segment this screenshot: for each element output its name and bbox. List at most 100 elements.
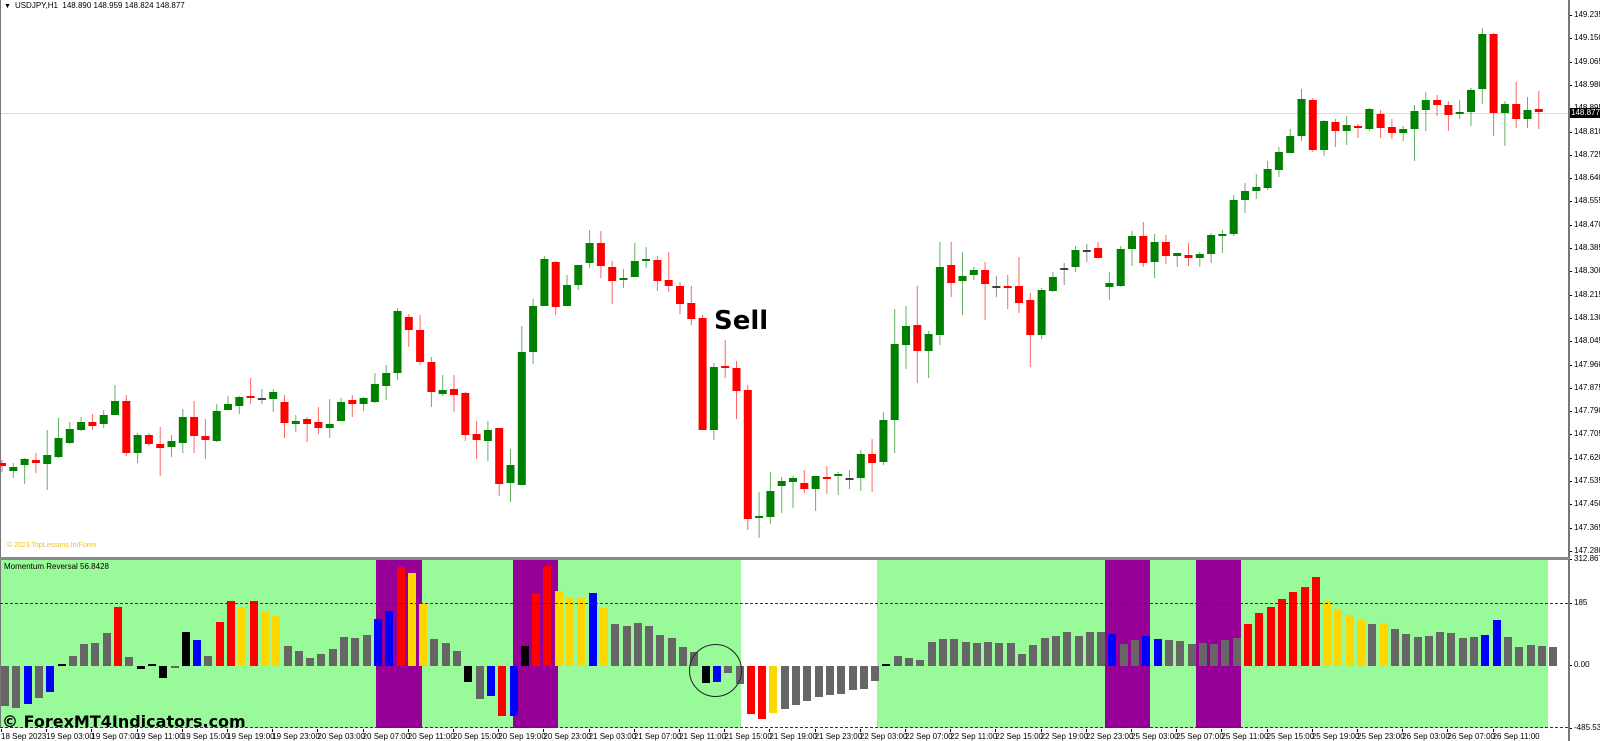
histogram-bar bbox=[441, 643, 450, 666]
candle bbox=[77, 417, 86, 431]
histogram-bar bbox=[181, 632, 190, 666]
histogram-bar bbox=[114, 607, 122, 666]
histogram-bar bbox=[509, 666, 518, 716]
histogram-bar bbox=[611, 624, 620, 666]
time-tick: 19 Sep 23:00 bbox=[272, 729, 320, 741]
histogram-bar bbox=[859, 666, 868, 689]
histogram-bar bbox=[362, 635, 371, 666]
histogram-bar bbox=[1198, 643, 1207, 666]
histogram-bar bbox=[170, 666, 179, 668]
histogram-bar bbox=[1470, 637, 1478, 666]
time-tick: 19 Sep 03:00 bbox=[46, 729, 94, 741]
candle bbox=[1433, 95, 1442, 116]
price-tick: 147.365 bbox=[1569, 523, 1600, 532]
histogram-bar bbox=[566, 598, 574, 666]
candle bbox=[721, 340, 730, 378]
histogram-bar bbox=[430, 639, 439, 666]
candle bbox=[1523, 97, 1532, 128]
time-tick: 20 Sep 19:00 bbox=[498, 729, 546, 741]
price-tick: 149.150 bbox=[1569, 33, 1600, 42]
candle bbox=[879, 412, 888, 465]
histogram-bar bbox=[306, 658, 315, 666]
histogram-bar bbox=[1210, 644, 1219, 666]
candle bbox=[924, 331, 933, 378]
pane-separator[interactable] bbox=[0, 557, 1570, 560]
price-tick: 147.535 bbox=[1569, 476, 1600, 485]
copyright-text: © ForexMT4Indicators.com bbox=[2, 712, 246, 731]
candle bbox=[1173, 253, 1182, 267]
candle bbox=[743, 385, 752, 530]
histogram-bar bbox=[238, 607, 247, 666]
histogram-bar bbox=[1334, 609, 1343, 666]
histogram-bar bbox=[1515, 647, 1524, 666]
price-chart-pane[interactable] bbox=[0, 0, 1568, 559]
histogram-bar bbox=[758, 666, 767, 719]
histogram-bar bbox=[1345, 615, 1354, 666]
histogram-bar bbox=[498, 666, 507, 716]
candle bbox=[981, 262, 990, 320]
time-tick: 22 Sep 11:00 bbox=[950, 729, 998, 741]
candle bbox=[461, 392, 470, 441]
candle bbox=[834, 472, 843, 495]
time-tick: 25 Sep 23:00 bbox=[1357, 729, 1405, 741]
candle bbox=[551, 261, 560, 315]
histogram-bar bbox=[1323, 601, 1332, 666]
candle bbox=[88, 414, 97, 430]
histogram-bar bbox=[882, 664, 891, 666]
candle bbox=[43, 430, 52, 490]
candle bbox=[766, 472, 775, 524]
histogram-bar bbox=[1481, 635, 1490, 666]
time-tick: 20 Sep 03:00 bbox=[317, 729, 365, 741]
time-tick: 25 Sep 03:00 bbox=[1131, 729, 1179, 741]
candle bbox=[890, 309, 899, 453]
price-axis[interactable] bbox=[1568, 0, 1600, 741]
time-tick: 21 Sep 07:00 bbox=[633, 729, 682, 741]
candle bbox=[529, 299, 538, 364]
candle bbox=[1082, 244, 1091, 262]
price-tick: 148.300 bbox=[1569, 266, 1600, 275]
candle bbox=[1512, 82, 1521, 128]
histogram-bar bbox=[780, 666, 789, 709]
histogram-bar bbox=[905, 658, 913, 666]
time-tick: 21 Sep 03:00 bbox=[588, 729, 637, 741]
candle bbox=[1342, 116, 1351, 145]
candle bbox=[1229, 195, 1238, 236]
histogram-bar bbox=[599, 608, 608, 666]
histogram-bar bbox=[68, 656, 77, 666]
histogram-bar bbox=[1187, 644, 1196, 666]
candle bbox=[755, 492, 764, 538]
candle bbox=[495, 428, 504, 496]
histogram-bar bbox=[57, 664, 66, 666]
candle bbox=[1286, 129, 1295, 153]
candle bbox=[1184, 243, 1193, 266]
candle bbox=[856, 450, 865, 491]
price-tick: 148.810 bbox=[1569, 127, 1600, 136]
histogram-bar bbox=[294, 651, 303, 666]
histogram-bar bbox=[656, 635, 665, 666]
histogram-bar bbox=[814, 666, 823, 697]
time-tick: 22 Sep 19:00 bbox=[1040, 729, 1089, 741]
histogram-bar bbox=[91, 643, 100, 666]
histogram-bar bbox=[272, 616, 281, 666]
candle bbox=[800, 470, 809, 493]
candle bbox=[99, 410, 108, 428]
histogram-bar bbox=[1300, 587, 1309, 666]
histogram-bar bbox=[543, 566, 552, 666]
price-tick: 148.555 bbox=[1569, 196, 1600, 205]
histogram-bar bbox=[667, 638, 676, 666]
candle bbox=[1297, 89, 1306, 141]
histogram-bar bbox=[1390, 629, 1399, 666]
candle bbox=[935, 242, 944, 345]
candle bbox=[969, 267, 978, 280]
histogram-bar bbox=[769, 666, 778, 713]
candle bbox=[596, 231, 605, 278]
candle bbox=[517, 326, 526, 485]
candle bbox=[1128, 231, 1136, 266]
candle bbox=[1218, 230, 1227, 253]
triangle-down-icon[interactable]: ▼ bbox=[4, 3, 11, 10]
histogram-bar bbox=[1119, 644, 1128, 666]
histogram-bar bbox=[1549, 647, 1558, 666]
candle bbox=[280, 395, 289, 438]
candle bbox=[111, 385, 119, 415]
candle bbox=[1105, 272, 1114, 300]
